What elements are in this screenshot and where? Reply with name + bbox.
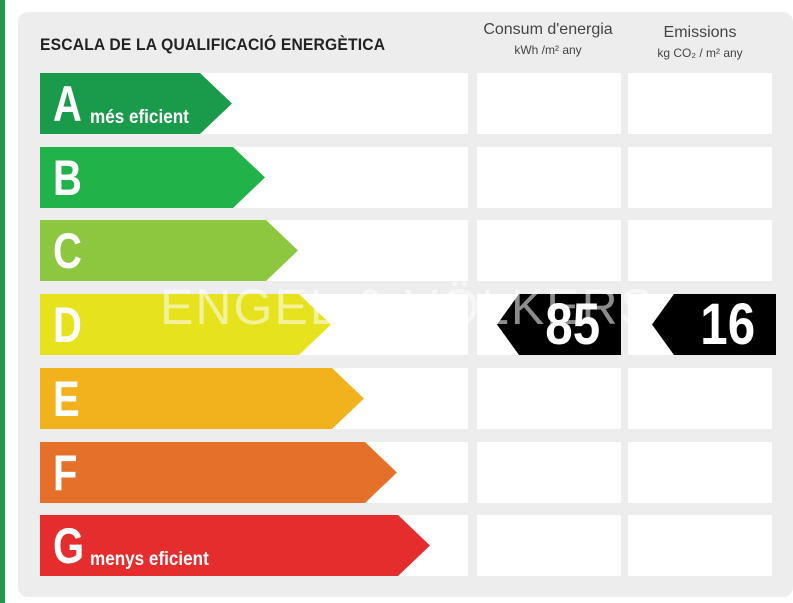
emissions-cell: [628, 220, 772, 281]
emissions-cell: [628, 515, 772, 576]
consum-cell: [477, 368, 621, 429]
class-arrow-f: F: [40, 442, 397, 503]
class-letter: A: [53, 75, 82, 132]
emissions-header-title: Emissions: [663, 24, 737, 41]
class-letter: D: [53, 296, 82, 353]
left-border: [0, 0, 5, 603]
class-letter: E: [53, 370, 80, 427]
consum-cell: [477, 515, 621, 576]
class-arrow-b: B: [40, 147, 265, 208]
emissions-cell: [628, 442, 772, 503]
consum-rating-value: 85: [545, 292, 601, 357]
label-title: ESCALA DE LA QUALIFICACIÓ ENERGÈTICA: [40, 35, 386, 54]
class-letter: C: [53, 222, 82, 279]
class-letter: B: [53, 149, 82, 206]
class-letter: G: [53, 517, 85, 574]
class-arrow-d: D: [40, 294, 331, 355]
consum-rating-badge: 85: [497, 294, 621, 355]
class-caption: més eficient: [90, 107, 189, 128]
consum-cell: [477, 73, 621, 134]
emissions-header-unit: kg CO₂ / m² any: [657, 46, 743, 60]
class-arrow-e: E: [40, 368, 364, 429]
class-arrow-c: C: [40, 220, 298, 281]
emissions-cell: [628, 147, 772, 208]
class-caption: menys eficient: [90, 549, 209, 570]
consum-header-unit: kWh /m² any: [514, 43, 582, 57]
emissions-cell: [628, 368, 772, 429]
consum-header-title: Consum d'energia: [483, 21, 613, 38]
class-letter: F: [53, 444, 78, 501]
emissions-rating-badge: 16: [652, 294, 776, 355]
consum-cell: [477, 220, 621, 281]
emissions-header: Emissions kg CO₂ / m² any: [622, 24, 778, 60]
consum-header: Consum d'energia kWh /m² any: [470, 21, 626, 57]
consum-cell: [477, 147, 621, 208]
consum-cell: [477, 442, 621, 503]
emissions-cell: [628, 73, 772, 134]
emissions-rating-value: 16: [700, 292, 756, 357]
